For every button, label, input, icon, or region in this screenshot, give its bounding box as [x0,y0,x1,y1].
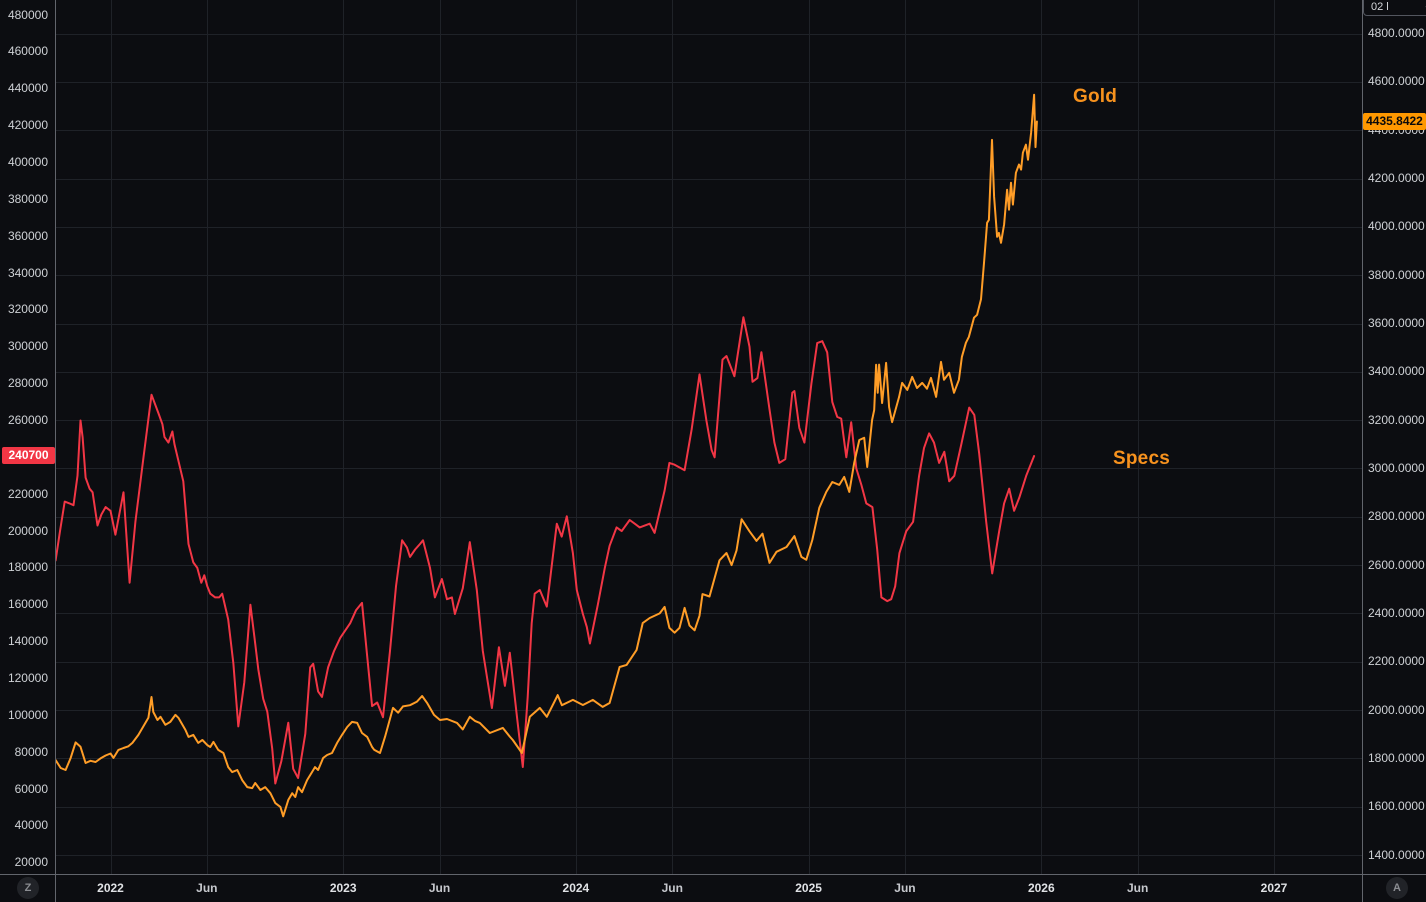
specs-series-label: Specs [1113,448,1170,469]
left-axis-label: 200000 [7,523,48,538]
left-axis-label: 400000 [7,154,48,169]
left-axis-label: 100000 [7,707,48,722]
grid [55,0,1363,874]
left-axis-label: 160000 [7,597,48,612]
time-axis-label: Jun [196,881,218,895]
time-axis-label: Jun [661,881,683,895]
interval-dropdown[interactable]: 02 l ▾ [1363,0,1426,16]
left-axis-label: 480000 [7,7,48,22]
right-axis-label: 2400.0000 [1368,605,1425,620]
left-axis-label: 40000 [14,818,48,833]
right-axis-label: 3400.0000 [1368,364,1425,379]
left-axis-label: 60000 [14,781,48,796]
gold-series-label: Gold [1073,86,1118,107]
left-axis-label: 320000 [7,302,48,317]
left-axis-label: 80000 [14,744,48,759]
right-axis-label: 4000.0000 [1368,219,1425,234]
time-axis-label: Jun [1126,881,1149,895]
time-axis-label: 2026 [1027,881,1055,895]
specs-line[interactable] [55,316,1036,785]
right-axis-label: 2600.0000 [1368,557,1425,572]
left-axis-label: 300000 [7,339,48,354]
right-axis-label: 1400.0000 [1368,847,1425,862]
time-axis-label: 2025 [795,881,822,895]
right-axis-label: 4600.0000 [1368,74,1425,89]
left-axis-label: 460000 [7,44,48,59]
zoom-button[interactable]: Z [17,877,39,899]
time-axis-label: Jun [894,881,916,895]
left-axis-label: 280000 [7,376,48,391]
left-axis-label: 440000 [7,81,48,96]
left-axis-label: 260000 [7,412,48,427]
gold-line[interactable] [55,93,1038,818]
right-axis-label: 3800.0000 [1368,267,1425,282]
right-axis-label: 2200.0000 [1368,654,1425,669]
right-axis-label: 3200.0000 [1368,412,1425,427]
left-axis-label: 220000 [7,486,48,501]
right-axis-label: 3000.0000 [1368,460,1425,475]
time-axis-label: Jun [428,881,451,895]
left-axis-label: 120000 [7,670,48,685]
right-axis-label: 4200.0000 [1368,171,1425,186]
time-axis-label: 2024 [562,881,590,895]
right-axis-label: 1800.0000 [1368,750,1425,765]
left-axis-label: 360000 [7,228,48,243]
interval-label: 02 l [1371,1,1389,13]
time-axis-label: 2022 [97,881,124,895]
autoscale-button[interactable]: A [1386,877,1408,899]
left-axis-label: 180000 [7,560,48,575]
right-axis-label: 3600.0000 [1368,316,1425,330]
time-axis-label: 2027 [1260,881,1288,895]
left-axis-label: 20000 [14,855,48,870]
right-axis-label: 1600.0000 [1368,799,1425,814]
gold-price-tag: 4435.8422 [1363,113,1426,130]
left-axis-label: 420000 [7,118,48,133]
left-axis-label: 140000 [7,634,48,649]
time-axis-label: 2023 [329,881,357,895]
left-axis-label: 340000 [7,265,48,280]
left-axis-label: 380000 [7,191,48,206]
right-axis-label: 4800.0000 [1368,26,1425,41]
right-axis-label: 2000.0000 [1368,702,1425,717]
right-axis-label: 2800.0000 [1368,509,1425,524]
specs-price-tag: 240700 [2,447,55,464]
